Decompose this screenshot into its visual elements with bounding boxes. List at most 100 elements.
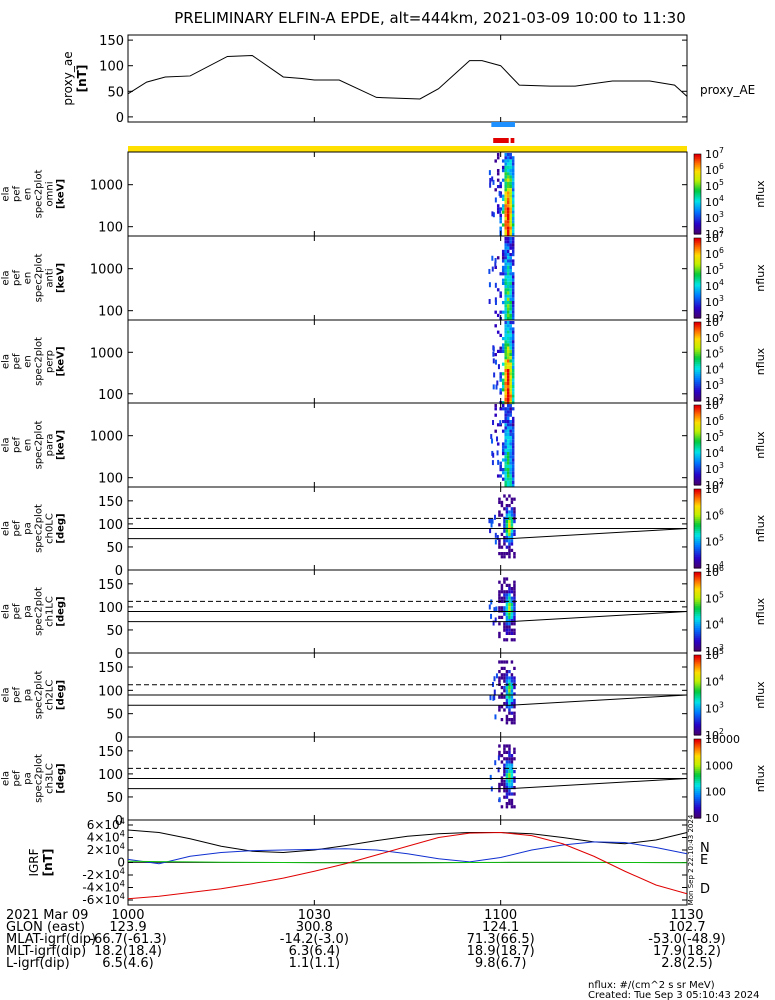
spectrogram-cell [504,407,507,411]
spectrogram-cell [505,786,509,790]
spectrogram-cell [509,442,512,446]
spectrogram-cell [506,429,510,433]
spectrogram-cell [494,353,497,357]
spectrogram-cell [503,773,506,777]
spectrogram-cell [508,516,511,520]
spectrogram-cell [494,297,497,303]
spectrogram-cell [504,156,507,160]
colorbar-cell [694,425,701,428]
spectrogram-cell [509,385,512,389]
colorbar-cell [694,659,701,662]
colorbar-tick-label: 102 [705,226,724,241]
colorbar-tick-label: 103 [705,210,724,225]
colorbar-frame [693,404,702,486]
colorbar-cell [694,192,701,195]
spectrogram-ylabel: pef [12,437,23,454]
spectrogram-cell [504,204,507,208]
spectrogram-cell [499,291,502,295]
spectrogram-cell [505,507,509,511]
spectrogram-cell [505,497,509,501]
spectrogram-cell [504,388,507,392]
spectrogram-cell [506,178,510,182]
spectrogram-cell [511,310,515,314]
spectrogram-cell [510,612,514,616]
colorbar-cell [694,689,701,692]
spectrogram-cell [506,471,510,475]
colorbar-tick-label: 105 [705,590,724,605]
x-row-value: 6.5(4.6) [102,956,154,971]
colorbar-cell [694,369,701,372]
spectrogram-cell [505,596,509,600]
spectrogram-cell [510,786,514,790]
spectrogram-cell [488,170,491,176]
spectrogram-cell [498,782,501,786]
spectrogram-cell [509,178,512,182]
y-tick-label: 50 [106,624,123,639]
spectrogram-cell [509,426,512,430]
spectrogram-cell [511,262,515,266]
spectrogram-cell [508,773,511,777]
spectrogram-cell [501,169,505,173]
spectrogram-cell [509,210,512,214]
colorbar-cell [694,445,701,448]
spectrogram-cell [509,439,512,443]
spectrogram-cell [513,622,516,626]
colorbar-cell [694,226,701,229]
spectrogram-cell [513,497,516,501]
spectrogram-cell [509,156,512,160]
spectrogram-cell [510,798,514,802]
spectrogram-cell [494,258,497,264]
spectrogram-cell [508,504,511,508]
spectrogram-ylabel: ch2LC [45,680,56,711]
spectrogram-ylabel: anti [45,268,56,287]
colorbar-label: nflux [754,264,767,292]
colorbar-cell [694,162,701,165]
spectrogram-panel-para [127,402,688,488]
spectrogram-cell [499,226,502,230]
spectrogram-cell [506,426,510,430]
colorbar-cell [694,465,701,468]
colorbar-cell [694,631,701,634]
spectrogram-cell [504,349,507,353]
science-zone-red-bar [493,138,509,143]
spectrogram-cell [493,372,496,378]
colorbar-cell [694,669,701,672]
spectrogram-ylabel: en [23,188,34,201]
spectrogram-cell [509,246,512,250]
spectrogram-cell [511,156,515,160]
colorbar-cell [694,481,701,484]
spectrogram-cell [506,291,510,295]
colorbar-cell [694,782,701,786]
spectrogram-cell [501,256,505,260]
colorbar-tick-label: 103 [705,643,724,658]
colorbar-cell [694,661,701,664]
spectrogram-cell [505,792,509,796]
y-tick-label: 0 [115,647,123,662]
spectrogram-cell [510,770,514,774]
spectrogram-cell [506,175,510,179]
spectrogram-cell [494,310,497,314]
colorbar-cell [694,471,701,474]
x-row-value: 2.8(2.5) [661,956,713,971]
spectrogram-cell [506,448,510,452]
spectrogram-cell [509,474,512,478]
spectrogram-cell [503,622,506,626]
colorbar-cell [694,160,701,163]
spectrogram-cell [508,606,511,610]
colorbar-cell [694,266,701,269]
spectrogram-cell [504,375,507,379]
spectrogram-cell [503,539,506,543]
spectrogram-ylabel: spec2plot [34,671,45,720]
spectrogram-cell [500,705,504,709]
spectrogram-cell [500,782,504,786]
spectrogram-cell [513,757,516,761]
spectrogram-cell [506,397,510,401]
colorbar-cell [694,540,701,543]
spectrogram-cell [511,301,515,305]
colorbar-cell [694,395,701,398]
igrf-line-E [127,860,688,864]
spectrogram-cell [498,545,501,549]
spectrogram-cell [509,294,512,298]
spectrogram-cell [506,436,510,440]
spectrogram-cell [504,372,507,376]
